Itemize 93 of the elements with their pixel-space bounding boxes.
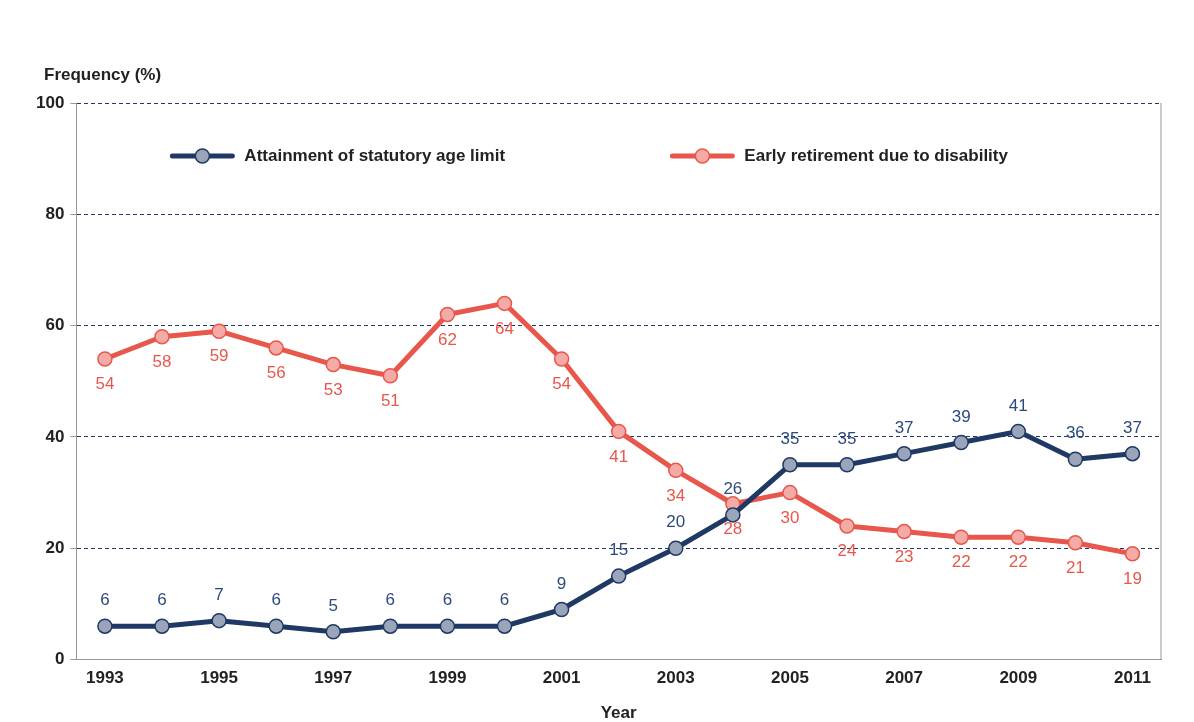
x-tick-label: 2011 — [1114, 668, 1151, 688]
data-label: 6 — [499, 590, 510, 610]
point — [97, 618, 113, 634]
data-label: 26 — [723, 479, 743, 499]
point — [1010, 423, 1027, 440]
data-label: 59 — [209, 346, 229, 366]
data-label: 9 — [556, 573, 567, 593]
data-label: 35 — [780, 428, 800, 448]
point — [439, 306, 456, 323]
x-tick-label: 2001 — [542, 668, 581, 688]
x-axis-title: Year — [600, 702, 638, 722]
point — [496, 295, 513, 312]
point — [325, 356, 341, 373]
y-tick-label: 0 — [54, 649, 65, 669]
data-label: 39 — [951, 406, 971, 426]
y-tick-label: 20 — [45, 537, 65, 557]
data-label: 54 — [552, 374, 572, 394]
point — [896, 445, 912, 462]
point — [154, 618, 170, 634]
point — [382, 618, 399, 634]
data-label: 5 — [328, 595, 338, 615]
y-tick-label: 100 — [35, 92, 65, 112]
point — [154, 329, 170, 345]
data-label: 54 — [95, 374, 115, 394]
data-label: 21 — [1065, 557, 1085, 577]
legend-label: Early retirement due to disability — [744, 145, 1009, 165]
x-tick-label: 1997 — [314, 668, 353, 688]
point — [553, 351, 570, 367]
data-label: 6 — [100, 590, 110, 610]
data-label: 28 — [723, 518, 743, 538]
y-tick-label: 40 — [45, 426, 65, 446]
data-label: 37 — [894, 417, 914, 437]
y-axis-title: Frequency (%) — [44, 64, 162, 84]
point — [268, 340, 284, 356]
x-tick-label: 2003 — [656, 668, 695, 688]
x-tick-label: 2009 — [999, 668, 1038, 688]
point — [1010, 529, 1027, 545]
x-tick-label: 1995 — [200, 668, 238, 688]
point — [553, 601, 570, 618]
point — [953, 434, 969, 451]
data-label: 51 — [380, 390, 400, 410]
data-label: 20 — [666, 512, 686, 532]
point — [1124, 445, 1141, 462]
data-label: 19 — [1123, 569, 1142, 589]
data-label: 23 — [894, 546, 914, 566]
data-label: 6 — [157, 590, 167, 610]
data-label: 58 — [152, 351, 172, 371]
data-label: 30 — [780, 507, 800, 527]
point — [782, 457, 798, 473]
data-label: 24 — [837, 541, 857, 561]
data-label: 41 — [1008, 395, 1028, 415]
y-tick-label: 80 — [45, 204, 65, 224]
point — [782, 484, 798, 501]
data-label: 6 — [442, 590, 453, 610]
point — [439, 618, 456, 634]
point — [268, 618, 284, 634]
data-label: 36 — [1065, 423, 1085, 443]
x-tick-label: 2007 — [885, 668, 924, 688]
y-tick-label: 60 — [45, 315, 65, 335]
point — [668, 540, 684, 557]
point — [1124, 546, 1141, 562]
data-label: 62 — [437, 329, 457, 349]
point — [725, 507, 741, 523]
point — [1067, 534, 1084, 551]
point — [610, 568, 627, 584]
point — [211, 612, 227, 629]
point — [668, 462, 684, 479]
x-tick-label: 2005 — [771, 668, 809, 688]
point — [610, 423, 627, 440]
data-label: 37 — [1123, 417, 1142, 437]
data-label: 6 — [271, 590, 281, 610]
point — [839, 518, 855, 534]
data-label: 53 — [323, 379, 343, 399]
data-label: 22 — [951, 552, 971, 572]
point — [211, 323, 227, 339]
data-label: 22 — [1008, 552, 1028, 572]
data-label: 6 — [385, 590, 396, 610]
point — [97, 351, 113, 367]
point — [953, 529, 969, 545]
data-label: 35 — [837, 428, 857, 448]
x-tick-label: 1999 — [428, 668, 467, 688]
legend-label: Attainment of statutory age limit — [244, 145, 506, 165]
point — [382, 367, 399, 384]
data-label: 34 — [666, 485, 686, 505]
data-label: 7 — [214, 584, 224, 604]
point — [839, 457, 855, 473]
point — [496, 618, 513, 634]
data-label: 41 — [609, 446, 629, 466]
x-tick-label: 1993 — [85, 668, 124, 688]
point — [1067, 451, 1084, 467]
point — [325, 624, 341, 640]
point — [896, 523, 912, 540]
data-label: 56 — [266, 363, 286, 383]
